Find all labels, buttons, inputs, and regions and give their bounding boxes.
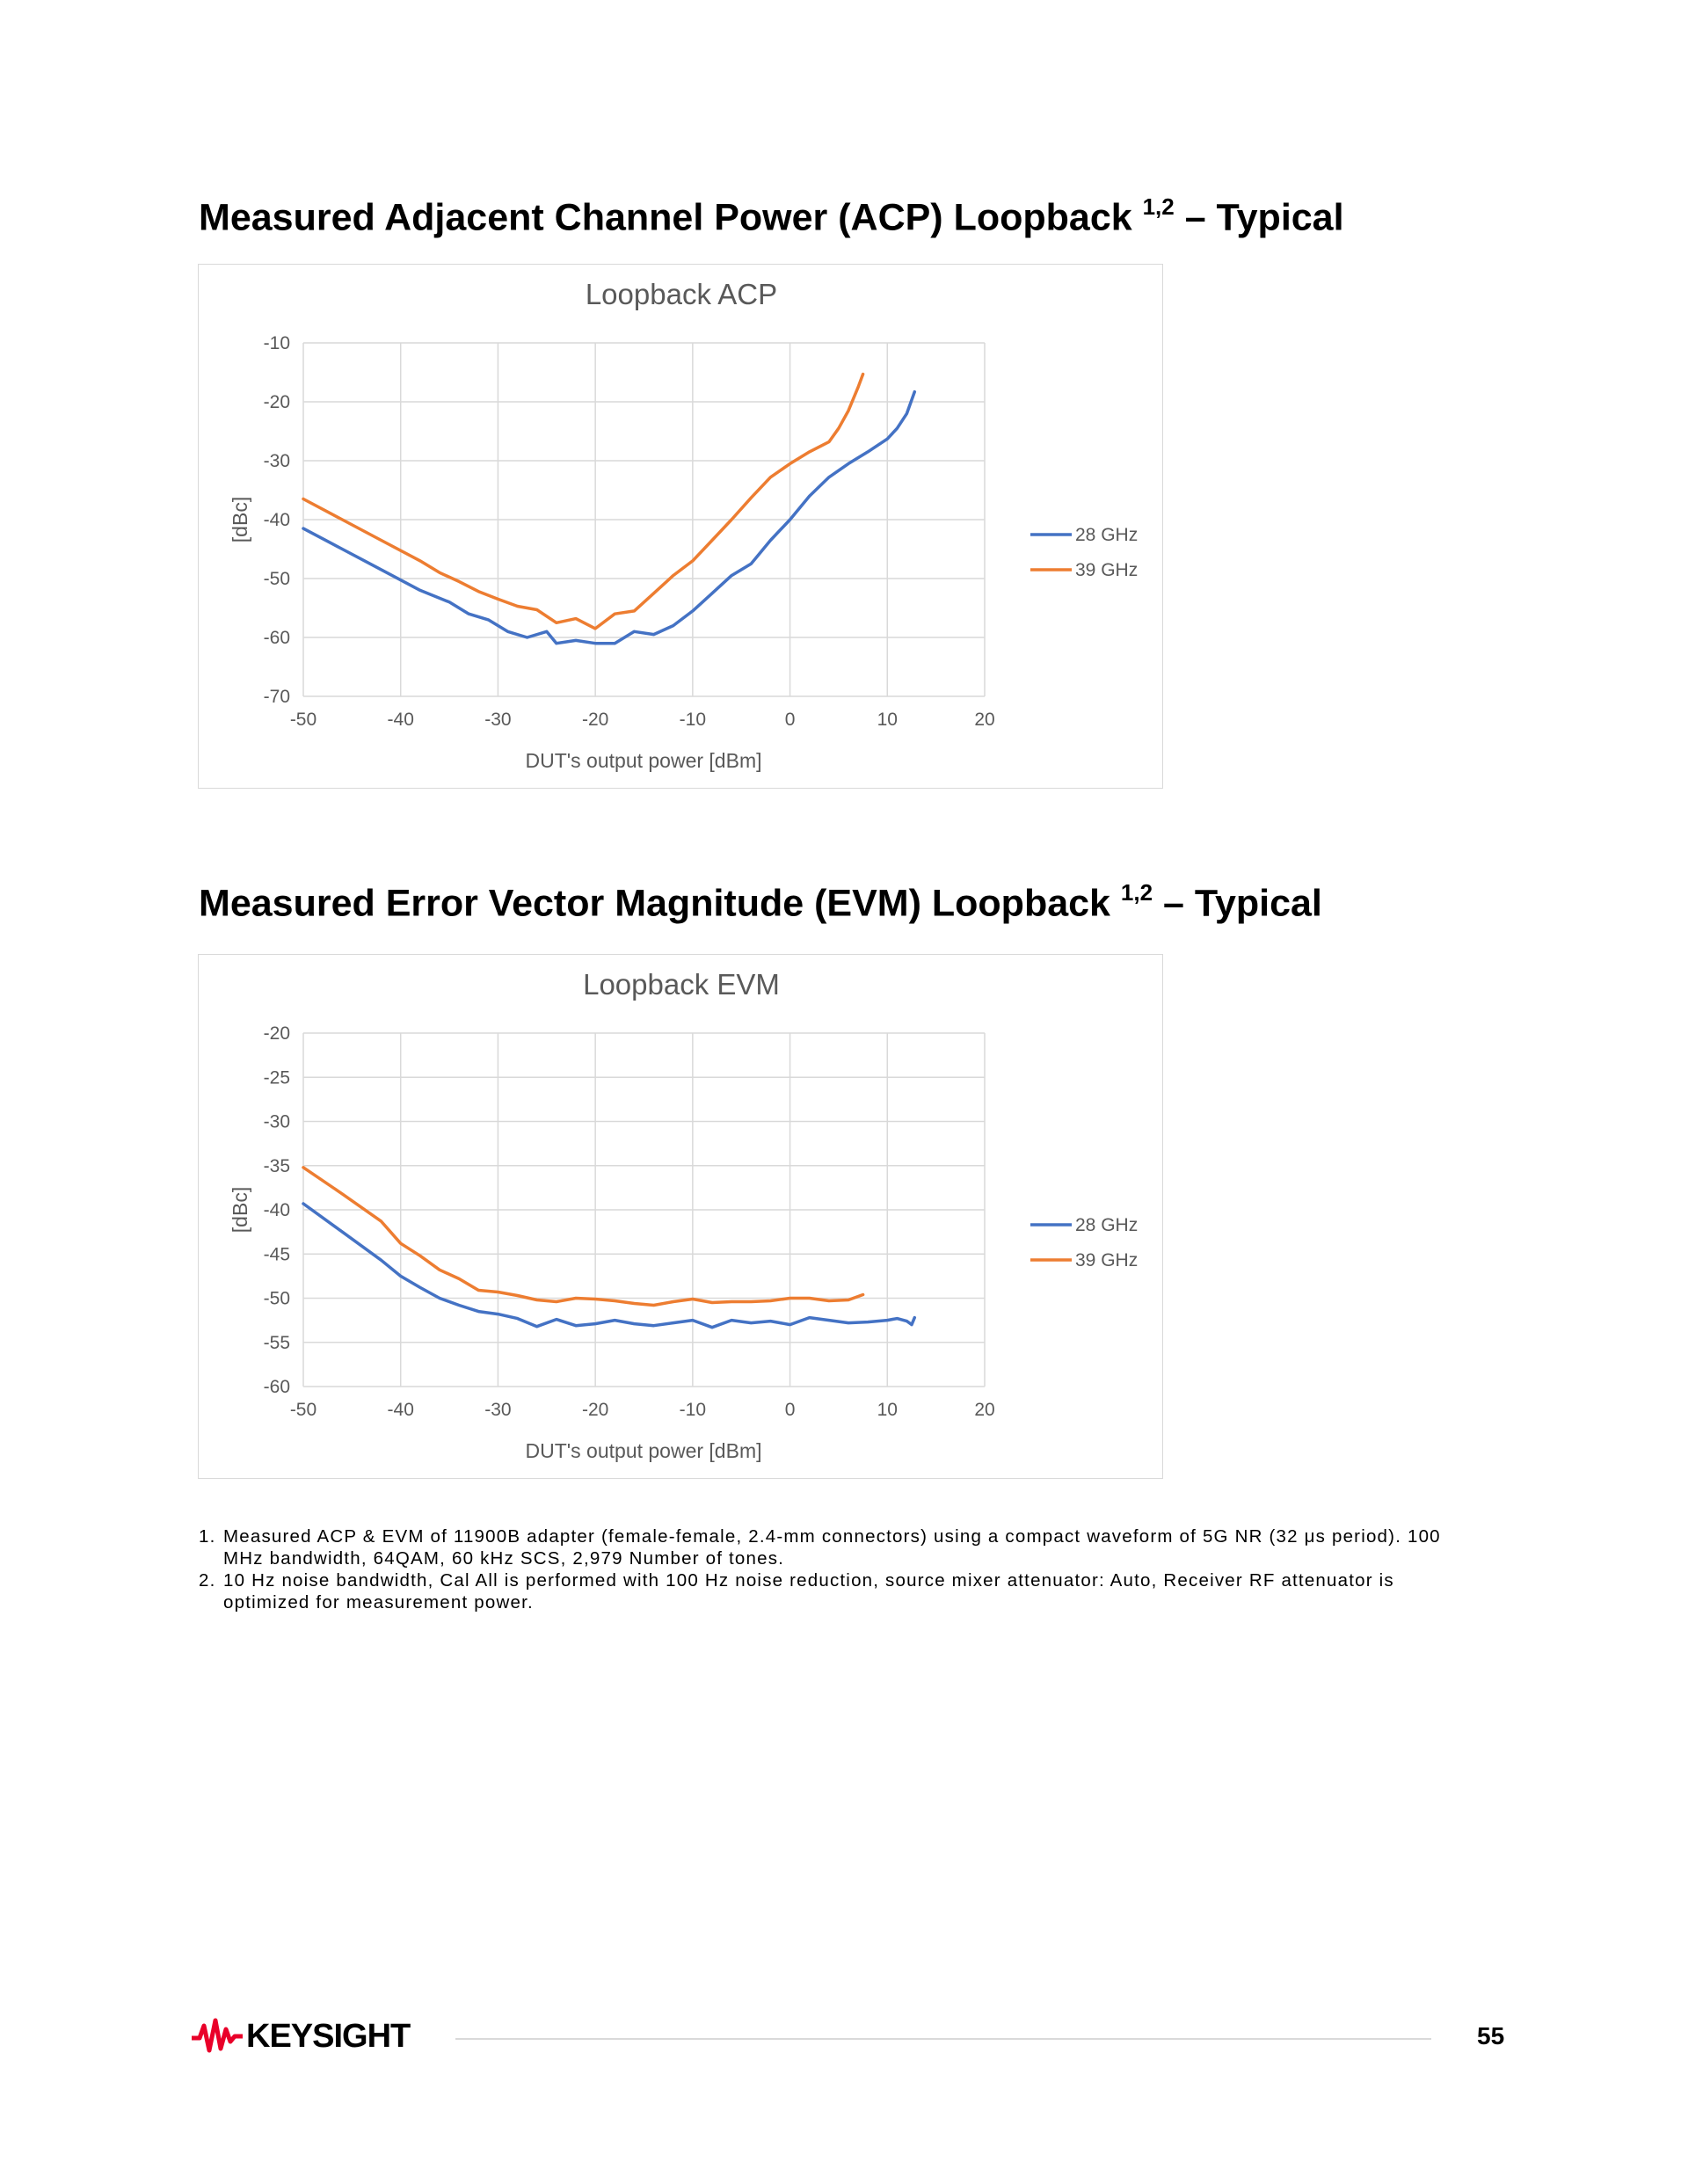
acp-heading-text: Measured Adjacent Channel Power (ACP) Lo…: [199, 196, 1143, 239]
footnote-2-number: 2.: [199, 1570, 216, 1591]
legend-label: 28 GHz: [1075, 1215, 1138, 1235]
y-tick-label: -40: [264, 1200, 290, 1220]
x-tick-label: 20: [974, 1400, 994, 1420]
y-axis-label: [dBc]: [229, 497, 251, 542]
acp-heading-suffix: – Typical: [1174, 196, 1344, 239]
evm-chart-svg: Loopback EVM -50 -40 -30 -20 -10 0 10 20 -20 -25 -3…: [229, 968, 1138, 1462]
series-line-28-ghz: [302, 389, 917, 645]
series-line-28-ghz: [302, 1202, 917, 1329]
x-tick-label: -30: [484, 1400, 511, 1420]
footnote-2: 2. 10 Hz noise bandwidth, Cal All is perf…: [199, 1569, 1465, 1613]
keysight-logo: KEYSIGHT: [192, 2015, 411, 2057]
footnote-1-text: Measured ACP & EVM of 11900B adapter (fe…: [223, 1526, 1441, 1569]
x-tick-label: -10: [680, 710, 706, 730]
keysight-wave-icon: [192, 2018, 243, 2053]
y-tick-label: -50: [264, 1289, 290, 1309]
y-tick-label: -40: [264, 510, 290, 530]
x-tick-label: 10: [877, 710, 898, 730]
chart-title: Loopback EVM: [583, 968, 780, 1001]
footnote-1-number: 1.: [199, 1526, 216, 1547]
x-tick-label: -40: [388, 710, 414, 730]
x-tick-label: -50: [290, 710, 316, 730]
footnotes: 1. Measured ACP & EVM of 11900B adapter (…: [199, 1525, 1465, 1613]
y-tick-label: -20: [264, 1023, 290, 1044]
footnote-2-text: 10 Hz noise bandwidth, Cal All is perfor…: [223, 1570, 1394, 1613]
evm-heading: Measured Error Vector Magnitude (EVM) Lo…: [199, 879, 1322, 925]
x-tick-label: 20: [974, 710, 994, 730]
legend-label: 39 GHz: [1075, 560, 1138, 580]
x-tick-label: 0: [785, 710, 796, 730]
x-axis-label: DUT's output power [dBm]: [526, 749, 762, 772]
series-line-39-ghz: [302, 1166, 865, 1307]
x-tick-label: -50: [290, 1400, 316, 1420]
x-tick-label: 0: [785, 1400, 796, 1420]
x-tick-label: -20: [582, 710, 608, 730]
y-tick-label: -25: [264, 1067, 290, 1088]
y-tick-label: -35: [264, 1156, 290, 1176]
acp-heading: Measured Adjacent Channel Power (ACP) Lo…: [199, 193, 1344, 239]
x-axis-label: DUT's output power [dBm]: [526, 1439, 762, 1462]
y-tick-label: -50: [264, 569, 290, 589]
x-tick-label: -30: [484, 710, 511, 730]
footer-divider: [455, 2038, 1431, 2040]
x-tick-label: -20: [582, 1400, 608, 1420]
y-tick-label: -60: [264, 628, 290, 648]
y-tick-label: -20: [264, 392, 290, 412]
keysight-logo-text: KEYSIGHT: [246, 2017, 411, 2055]
x-tick-label: -10: [680, 1400, 706, 1420]
x-tick-label: 10: [877, 1400, 898, 1420]
series-line-39-ghz: [302, 372, 865, 630]
page-number: 55: [1477, 2022, 1505, 2049]
y-tick-label: -30: [264, 1112, 290, 1132]
y-axis-label: [dBc]: [229, 1187, 251, 1233]
evm-chart: Loopback EVM -50 -40 -30 -20 -10 0 10 20 -20 -25 -3…: [198, 954, 1163, 1479]
legend-label: 28 GHz: [1075, 525, 1138, 545]
evm-heading-suffix: – Typical: [1153, 882, 1322, 925]
y-tick-label: -55: [264, 1333, 290, 1353]
acp-chart: Loopback ACP -50 -40 -30 -20 -10 0 10 20 -10 -20 -3…: [198, 264, 1163, 789]
acp-heading-footnote-ref: 1,2: [1142, 193, 1175, 220]
y-tick-label: -70: [264, 687, 290, 707]
y-tick-label: -10: [264, 333, 290, 353]
chart-title: Loopback ACP: [586, 278, 777, 310]
footnote-1: 1. Measured ACP & EVM of 11900B adapter (…: [199, 1525, 1465, 1569]
legend-label: 39 GHz: [1075, 1250, 1138, 1270]
y-tick-label: -30: [264, 451, 290, 471]
y-tick-label: -60: [264, 1377, 290, 1397]
acp-chart-svg: Loopback ACP -50 -40 -30 -20 -10 0 10 20 -10 -20 -3…: [229, 278, 1138, 772]
evm-heading-text: Measured Error Vector Magnitude (EVM) Lo…: [199, 882, 1121, 925]
y-tick-label: -45: [264, 1244, 290, 1264]
x-tick-label: -40: [388, 1400, 414, 1420]
evm-heading-footnote-ref: 1,2: [1120, 879, 1153, 906]
